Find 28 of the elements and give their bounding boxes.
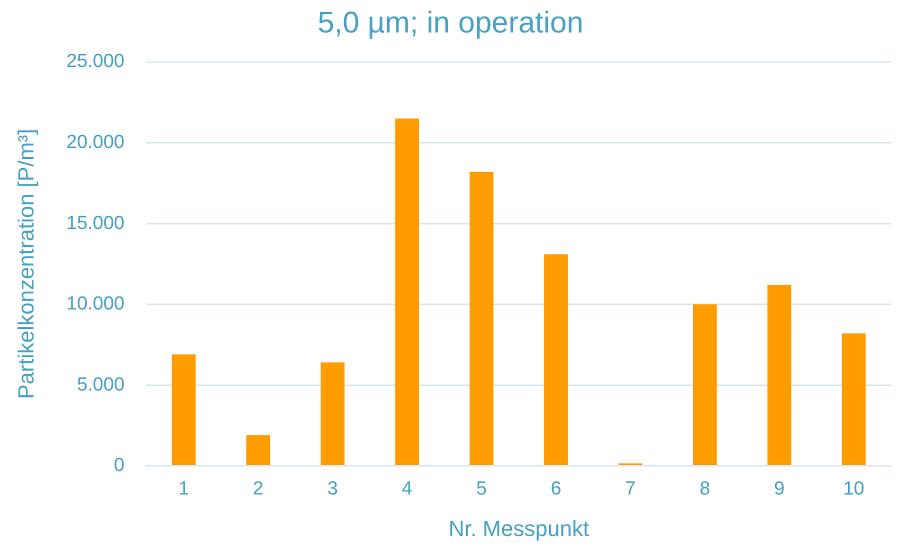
bar — [320, 362, 345, 466]
y-axis-title: Partikelkonzentration [P/m³] — [13, 128, 38, 400]
bar — [172, 354, 196, 466]
x-tick-label: 10 — [843, 478, 864, 500]
bar — [767, 284, 792, 466]
y-tick-label: 25.000 — [66, 51, 125, 72]
chart-title: 5,0 µm; in operation — [318, 6, 584, 40]
x-tick-label: 9 — [774, 478, 785, 500]
y-tick-label: 20.000 — [66, 132, 125, 153]
x-tick-label: 4 — [402, 478, 413, 500]
y-tick-label: 10.000 — [66, 294, 125, 315]
bar — [470, 172, 494, 466]
x-tick-label: 8 — [700, 478, 710, 500]
bar — [692, 304, 717, 466]
y-tick-label: 5.000 — [76, 374, 125, 396]
y-tick-label: 0 — [114, 455, 125, 476]
y-tick-label: 15.000 — [66, 212, 125, 234]
bar — [395, 118, 419, 466]
x-tick-label: 5 — [476, 478, 487, 500]
x-tick-label: 1 — [178, 478, 190, 500]
x-tick-label: 7 — [625, 478, 636, 500]
bar — [246, 435, 270, 466]
bar — [842, 333, 866, 466]
bar — [544, 254, 568, 466]
x-axis-title: Nr. Messpunkt — [448, 516, 590, 541]
x-tick-label: 3 — [327, 478, 338, 500]
x-tick-label: 6 — [550, 478, 562, 500]
x-tick-label: 2 — [252, 478, 264, 500]
